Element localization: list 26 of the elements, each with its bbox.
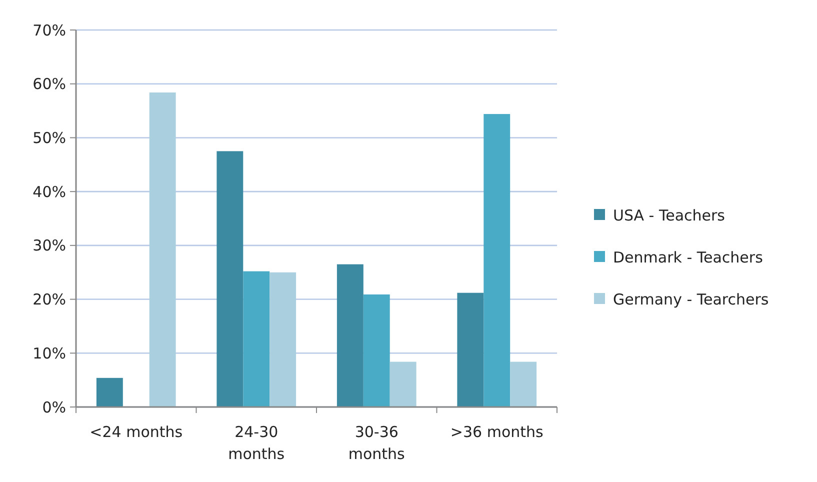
y-tick-label: 20%	[32, 290, 66, 309]
bar	[216, 151, 244, 407]
bar	[96, 378, 123, 407]
legend-label: Denmark - Teachers	[613, 248, 764, 266]
bar	[336, 264, 364, 407]
y-tick-label: 60%	[32, 75, 66, 94]
bar	[270, 272, 296, 407]
x-tick-label: 24-30 months	[228, 423, 285, 463]
x-tick-label: 30-36 months	[348, 423, 406, 463]
legend-label: USA - Teachers	[613, 206, 726, 224]
bar	[457, 292, 484, 407]
x-tick-label: >36 months	[450, 423, 544, 441]
y-tick-label: 30%	[32, 236, 66, 255]
y-tick-label: 40%	[32, 182, 66, 201]
bar	[243, 271, 270, 407]
bar	[149, 92, 176, 407]
y-tick-label: 10%	[32, 344, 66, 362]
bar	[363, 294, 390, 407]
bar	[484, 114, 510, 407]
y-tick-label: 70%	[32, 21, 66, 40]
bar	[510, 362, 537, 407]
x-tick-label: <24 months	[90, 423, 183, 441]
y-tick-label: 0%	[42, 398, 66, 416]
y-tick-label: 50%	[32, 128, 66, 147]
bar	[390, 362, 416, 407]
legend-label: Germany - Tearchers	[613, 290, 769, 308]
